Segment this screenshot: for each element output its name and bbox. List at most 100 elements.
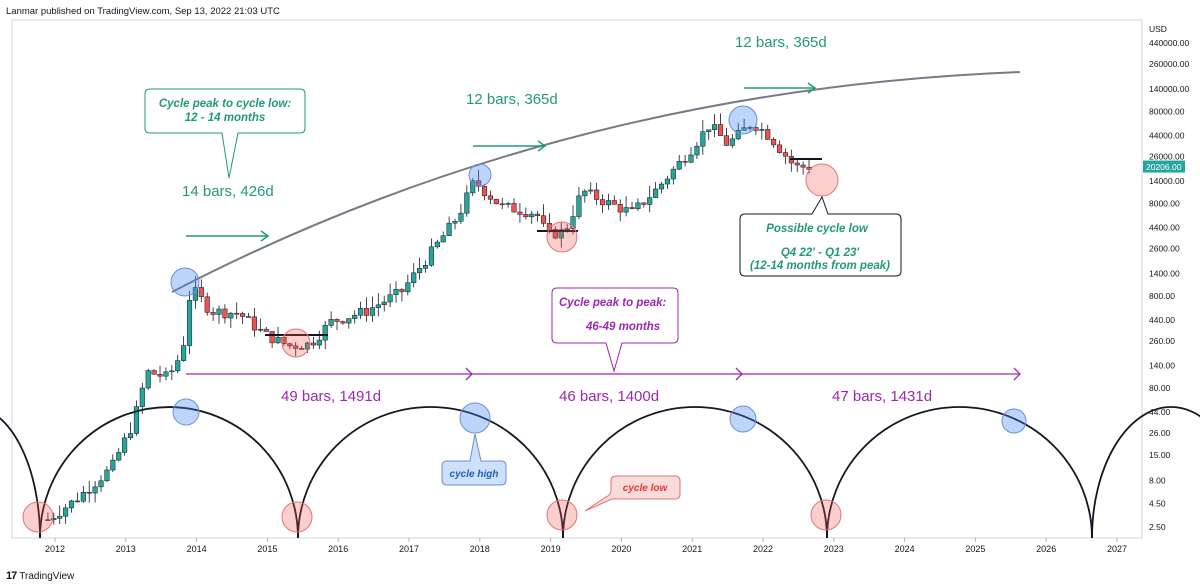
x-tick-label: 2018 (470, 544, 490, 554)
candle-body (352, 314, 358, 319)
x-tick-label: 2016 (328, 544, 348, 554)
candle-body (594, 189, 600, 200)
candle-body (540, 215, 547, 224)
candle-body (334, 319, 340, 322)
candle-body (794, 162, 800, 166)
peak-to-peak-arrowhead (735, 367, 743, 381)
y-tick-label: 2600.00 (1149, 244, 1180, 254)
candle-body (68, 500, 75, 509)
candle-body (440, 235, 446, 243)
x-tick-label: 2019 (541, 544, 561, 554)
candle-body (629, 207, 635, 209)
y-tick-label: 440.00 (1149, 315, 1175, 325)
x-tick-label: 2015 (257, 544, 277, 554)
candle-body (558, 229, 564, 239)
y-tick-label: 4.50 (1149, 498, 1166, 508)
cycle-arc (0, 417, 41, 539)
candle-body (269, 331, 275, 344)
candle-body (275, 336, 281, 344)
candle-body (175, 360, 181, 372)
cycle-arcs (0, 406, 1200, 539)
cycle-3-arrow-head (807, 82, 817, 94)
y-tick-label: 440000.00 (1149, 38, 1189, 48)
y-tick-label: 26000.00 (1149, 151, 1185, 161)
candle-body (216, 308, 222, 315)
y-tick-label: 140000.00 (1149, 84, 1189, 94)
candle-body (133, 406, 139, 434)
candle-body (263, 328, 269, 332)
publisher-header: Lanmar published on TradingView.com, Sep… (6, 6, 280, 17)
candle-body (458, 212, 464, 222)
candle-body (417, 268, 423, 274)
candle-body (493, 199, 499, 205)
x-tick-label: 2012 (45, 544, 65, 554)
candle-body (505, 203, 511, 205)
candle-body (564, 228, 570, 230)
candle-body (363, 308, 370, 316)
cycle-low-marker (546, 499, 578, 531)
candle-body (310, 342, 316, 346)
candle-body (647, 197, 653, 205)
candle-body (98, 480, 104, 488)
candle-body (653, 188, 659, 198)
candle-body (588, 189, 594, 192)
peak-to-peak-arrowhead (465, 367, 473, 381)
candlestick-series (45, 113, 812, 525)
y-tick-label: 140.00 (1149, 361, 1175, 371)
candle-body (358, 308, 364, 316)
candle-body (80, 491, 86, 502)
candle-body (523, 214, 529, 218)
cycle-arc (1091, 406, 1200, 539)
candle-body (723, 135, 729, 146)
possible-low-line1: Possible cycle low (766, 223, 869, 235)
candle-body (470, 180, 476, 194)
candle-body (240, 313, 246, 317)
candle-body (552, 229, 558, 239)
cycle-low-marker (281, 328, 311, 358)
tradingview-footer[interactable]: 17 TradingView (6, 570, 74, 582)
candle-body (635, 202, 641, 209)
peak-to-peak-arrowhead (1013, 367, 1021, 381)
candle-body (210, 312, 216, 315)
cycle-arc (39, 406, 299, 539)
candle-body (776, 144, 783, 153)
candle-body (234, 312, 240, 315)
candle-body (104, 469, 110, 482)
x-tick-label: 2014 (187, 544, 207, 554)
candle-body (576, 195, 582, 217)
candle-body (747, 127, 753, 129)
y-tick-label: 80.00 (1149, 383, 1171, 393)
possible-low-line2: Q4 22' - Q1 23' (781, 247, 861, 259)
candle-body (375, 304, 381, 308)
cycle-2-arrow-head (537, 140, 547, 152)
candle-body (446, 222, 452, 236)
cycle-1-arrow-head (260, 230, 270, 242)
y-tick-label: 44.00 (1149, 407, 1171, 417)
candle-body (529, 213, 535, 218)
cycle-low-text: cycle low (623, 483, 669, 494)
candle-body (694, 145, 700, 156)
current-price-tag (1143, 160, 1185, 173)
y-tick-label: 2.50 (1149, 522, 1166, 532)
cycle-high-callout (441, 433, 507, 486)
x-tick-label: 2020 (611, 544, 631, 554)
candle-body (257, 328, 263, 331)
candle-body (782, 152, 788, 157)
candle-body (186, 300, 193, 346)
y-tick-label: 1400.00 (1149, 268, 1180, 278)
candle-body (605, 200, 611, 206)
x-tick-label: 2022 (753, 544, 773, 554)
candle-body (387, 294, 393, 303)
candle-body (676, 161, 682, 170)
candle-body (169, 370, 175, 373)
peak-to-low-line2: 12 - 14 months (185, 112, 266, 124)
y-tick-label: 15.00 (1149, 450, 1171, 460)
cycle-high-text: cycle high (450, 469, 499, 480)
candle-body (735, 130, 741, 140)
candle-body (293, 345, 299, 349)
candle-body (151, 370, 157, 375)
x-tick-label: 2024 (895, 544, 915, 554)
candle-body (664, 178, 670, 185)
cycle-arc (297, 406, 564, 539)
